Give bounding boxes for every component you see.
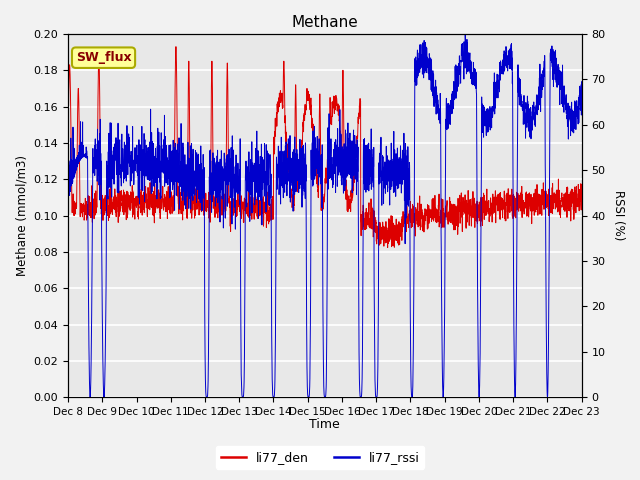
Y-axis label: Methane (mmol/m3): Methane (mmol/m3) [15, 155, 28, 276]
Title: Methane: Methane [291, 15, 358, 30]
Text: SW_flux: SW_flux [76, 51, 131, 64]
Legend: li77_den, li77_rssi: li77_den, li77_rssi [216, 446, 424, 469]
Y-axis label: RSSI (%): RSSI (%) [612, 191, 625, 241]
X-axis label: Time: Time [310, 419, 340, 432]
